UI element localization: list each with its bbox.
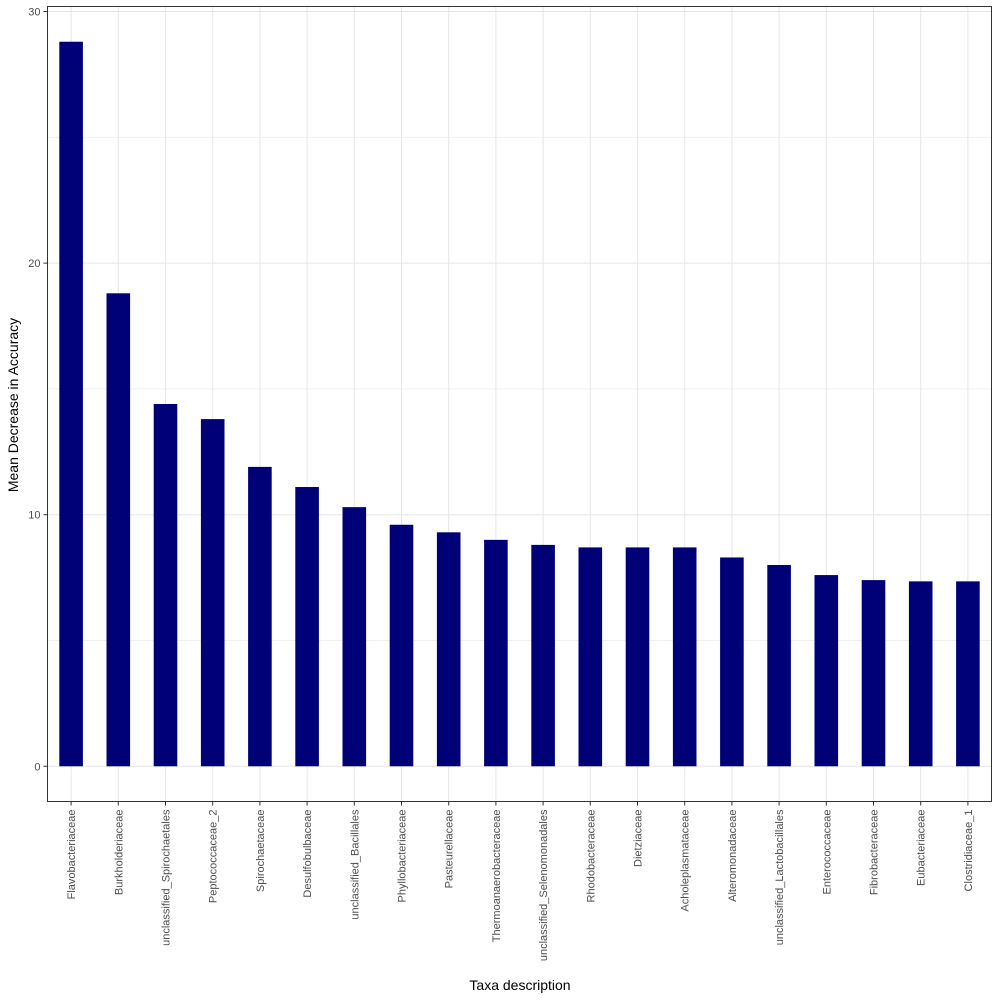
x-tick-label: Rhodobacteraceae [585,810,597,903]
bars [59,41,980,767]
bar [248,466,272,767]
x-tick-label: Flavobacteriaceae [66,810,78,900]
x-tick-label: unclassified_Lactobacillales [774,809,786,945]
bar [720,557,744,767]
bar [908,581,933,767]
x-tick-label: Dietziaceae [633,810,645,867]
bar [956,581,980,767]
bar [106,293,131,767]
x-tick-label: Pasteurellaceae [444,810,456,889]
bar [814,575,839,767]
x-tick-label: Burkholderiaceae [113,810,125,896]
bar [861,580,886,767]
x-tick-label: unclassified_Selenomonadales [538,809,550,961]
x-tick-label: Desulfobulbaceae [302,810,314,898]
x-tick-label: Fibrobacteraceae [869,810,881,896]
y-tick-label: 0 [34,761,40,773]
bar [578,547,603,767]
y-axis: 0 10 20 30 [28,7,48,773]
x-tick-label: Spirochaetaceae [255,810,267,893]
x-tick-label: Thermoanaerobacteraceae [491,810,503,943]
bar [436,532,461,767]
bar [153,404,178,767]
x-tick-label: Acholeplasmataceae [680,810,692,912]
x-tick-label: unclassified_Bacillales [349,809,361,920]
x-tick-label: unclassified_Spirochaetales [161,809,173,946]
y-tick-label: 30 [28,7,40,19]
bar [295,487,319,767]
plot-panel-border [47,6,992,802]
bar [342,507,367,767]
x-tick-label: Peptococcaceae_2 [208,810,220,904]
bar [484,539,508,767]
y-tick-label: 10 [28,510,40,522]
bar [389,524,414,767]
x-axis-title: Taxa description [469,977,570,993]
bar [672,547,697,767]
bar [200,419,225,767]
x-tick-label: Eubacteriaceae [916,810,928,886]
x-axis: Flavobacteriaceae Burkholderiaceae unclass… [66,801,975,961]
bar [625,547,650,767]
x-tick-label: Enterococcaceae [821,810,833,895]
bar [767,565,791,767]
x-tick-label: Alteromonadaceae [727,810,739,902]
y-tick-label: 20 [28,258,40,270]
grid-lines [47,6,992,802]
bar [59,41,83,767]
bar [531,544,555,767]
x-tick-label: Phyllobacteriaceae [397,810,409,903]
y-axis-title: Mean Decrease in Accuracy [5,318,21,492]
x-tick-label: Clostridiaceae_1 [963,810,975,892]
